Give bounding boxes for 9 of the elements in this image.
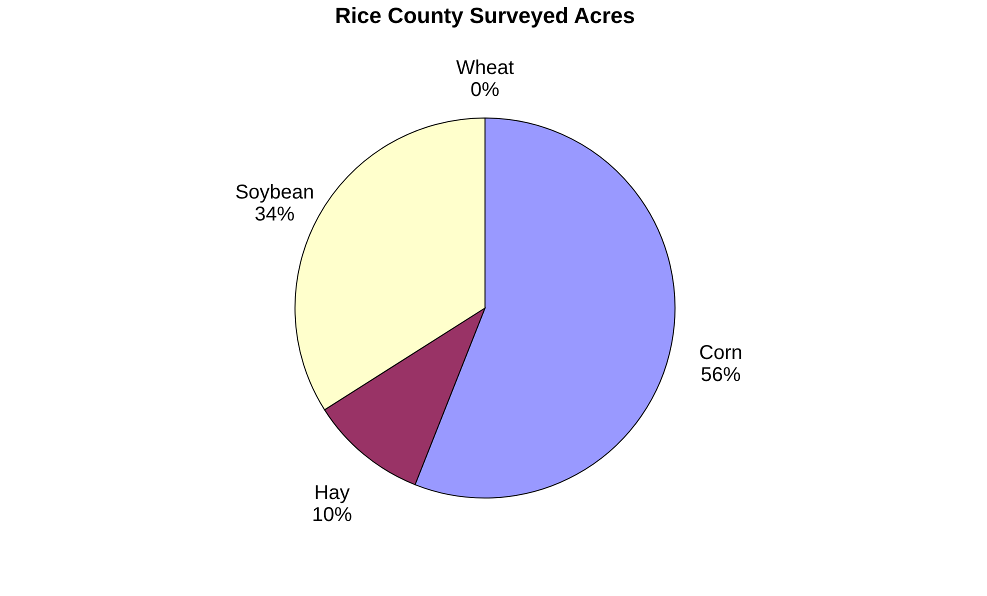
slice-label: Hay bbox=[314, 482, 350, 504]
data-label: 56% bbox=[700, 364, 741, 386]
chart-title: Rice County Surveyed Acres bbox=[335, 3, 635, 28]
data-label: 34% bbox=[254, 203, 295, 226]
slice-label: Soybean bbox=[235, 181, 314, 204]
data-label: 10% bbox=[312, 504, 352, 526]
slice-label: Corn bbox=[699, 342, 742, 364]
text: 0% bbox=[470, 79, 500, 101]
category-label: Wheat bbox=[456, 57, 514, 79]
